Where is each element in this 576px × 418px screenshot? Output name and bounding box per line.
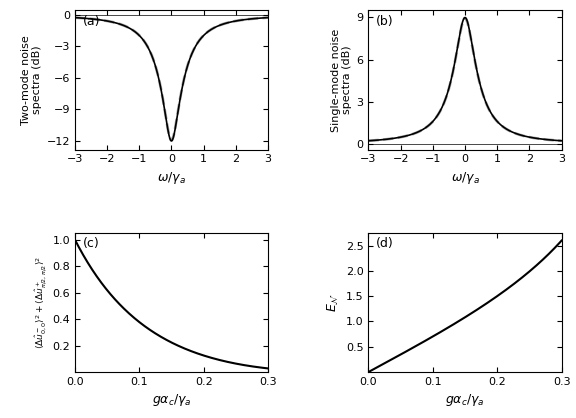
X-axis label: $\omega/\gamma_a$: $\omega/\gamma_a$ — [157, 170, 186, 186]
Text: (b): (b) — [376, 15, 394, 28]
X-axis label: $g\alpha_c/\gamma_a$: $g\alpha_c/\gamma_a$ — [151, 393, 191, 408]
X-axis label: $g\alpha_c/\gamma_a$: $g\alpha_c/\gamma_a$ — [445, 393, 485, 408]
Text: (a): (a) — [82, 15, 100, 28]
Y-axis label: Single-mode noise
spectra (dB): Single-mode noise spectra (dB) — [331, 28, 353, 132]
Y-axis label: $\langle\Delta\hat{u}^-_{0,0}\rangle^2 + \langle\Delta\hat{u}^+_{\pi/2,\pi/2}\ra: $\langle\Delta\hat{u}^-_{0,0}\rangle^2 +… — [34, 256, 50, 349]
X-axis label: $\omega/\gamma_a$: $\omega/\gamma_a$ — [450, 170, 479, 186]
Text: (c): (c) — [82, 237, 99, 250]
Y-axis label: $E_{\mathcal{N}}$: $E_{\mathcal{N}}$ — [326, 293, 340, 312]
Text: (d): (d) — [376, 237, 394, 250]
Y-axis label: Two-mode noise
spectra (dB): Two-mode noise spectra (dB) — [21, 35, 43, 125]
